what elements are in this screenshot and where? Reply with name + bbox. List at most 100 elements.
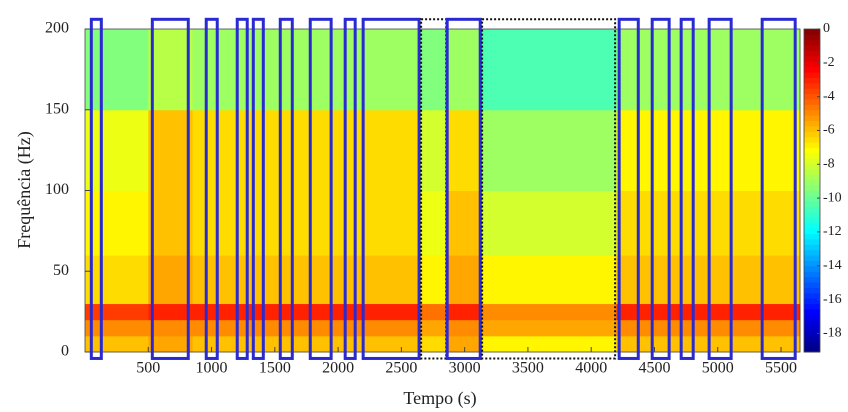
heatmap-cell — [667, 255, 801, 305]
colorbar-step — [804, 29, 820, 35]
colorbar-step — [804, 104, 820, 111]
heatmap-cell — [192, 109, 421, 191]
segment-box — [760, 17, 797, 360]
colorbar-step — [804, 109, 820, 116]
colorbar-step — [804, 249, 820, 256]
x-axis-label: Tempo (s) — [403, 388, 476, 409]
heatmap-cell — [148, 190, 194, 256]
colorbar-step — [804, 212, 820, 218]
colorbar-step — [804, 131, 820, 138]
colorbar-tick-label: -10 — [823, 190, 842, 205]
x-tick-label: 2000 — [322, 360, 354, 377]
heatmap-cell — [192, 29, 421, 111]
segment-box — [343, 17, 357, 360]
colorbar-step — [804, 82, 820, 89]
colorbar-step — [804, 61, 820, 68]
colorbar-step — [804, 34, 820, 41]
heatmap-cell — [148, 255, 194, 305]
heatmap-cell — [85, 255, 149, 305]
heatmap-cell — [616, 29, 668, 111]
y-tick-label: 150 — [45, 100, 69, 117]
colorbar-step — [804, 282, 820, 288]
heatmap-cell — [420, 335, 448, 353]
colorbar-step — [804, 179, 820, 186]
colorbar-tick-label: -14 — [823, 258, 842, 273]
heatmap-cell — [85, 190, 149, 256]
heatmap-cell — [85, 319, 149, 337]
y-tick-label: 200 — [45, 20, 69, 37]
colorbar-step — [804, 77, 820, 84]
colorbar-step — [804, 190, 820, 197]
y-tick-label: 50 — [53, 262, 69, 279]
heatmap-cell — [446, 29, 482, 111]
heatmap-cell — [481, 109, 618, 191]
colorbar-step — [804, 260, 820, 267]
colorbar-frame — [803, 28, 821, 353]
colorbar-step — [804, 335, 820, 342]
x-tick-label: 3500 — [512, 360, 544, 377]
colorbar-step — [804, 125, 820, 132]
heatmap-cell — [446, 303, 482, 321]
colorbar-step — [804, 174, 820, 181]
colorbar-step — [804, 308, 820, 315]
heatmap-cell — [616, 190, 668, 256]
segment-box — [445, 17, 482, 360]
heatmap-cell — [420, 319, 448, 337]
heatmap-cell — [420, 109, 448, 191]
heatmap-cell — [192, 255, 421, 305]
heatmap-cell — [481, 255, 618, 305]
colorbar-step — [804, 276, 820, 283]
colorbar-step — [804, 206, 820, 213]
x-tick-label: 500 — [136, 360, 160, 377]
heatmap-cell — [667, 319, 801, 337]
colorbar-tick-label: -12 — [823, 224, 842, 239]
colorbar-step — [804, 163, 820, 170]
colorbar-step — [804, 168, 820, 175]
colorbar-step — [804, 346, 820, 353]
colorbar-step — [804, 120, 820, 127]
colorbar-step — [804, 201, 820, 208]
colorbar-step — [804, 98, 820, 105]
heatmap-cell — [446, 255, 482, 305]
heatmap-cell — [446, 190, 482, 256]
colorbar-step — [804, 66, 820, 73]
heatmap-cell — [616, 109, 668, 191]
colorbar-step — [804, 222, 820, 229]
segment-box — [308, 17, 333, 360]
colorbar-step — [804, 292, 820, 299]
heatmap-cell — [148, 335, 194, 353]
heatmap-cell — [667, 303, 801, 321]
colorbar-step — [804, 228, 820, 235]
colorbar-step — [804, 341, 820, 348]
heatmap-cell — [192, 335, 421, 353]
colorbar-tick-label: -6 — [823, 123, 835, 138]
colorbar-step — [804, 50, 820, 57]
heatmap-cell — [616, 255, 668, 305]
colorbar-tick-label: -18 — [823, 326, 842, 341]
segment-box — [278, 17, 294, 360]
colorbar-step — [804, 319, 820, 326]
colorbar-step — [804, 93, 820, 100]
heatmap-cell — [192, 190, 421, 256]
heatmap-cell — [616, 335, 668, 353]
colorbar-tick-label: -4 — [823, 89, 835, 104]
colorbar-step — [804, 325, 820, 331]
colorbar-step — [804, 330, 820, 337]
heatmap-cell — [667, 335, 801, 353]
colorbar-step — [804, 244, 820, 251]
segment-box — [150, 17, 190, 360]
colorbar-step — [804, 303, 820, 310]
heatmap-cell — [481, 319, 618, 337]
heatmap-cell — [667, 29, 801, 111]
colorbar-tick-label: 0 — [823, 21, 830, 36]
colorbar-step — [804, 147, 820, 154]
heatmap-cell — [148, 319, 194, 337]
heatmap-cell — [85, 29, 149, 111]
heatmap-cell — [420, 255, 448, 305]
segment-box — [420, 18, 448, 360]
colorbar-step — [804, 238, 820, 245]
colorbar-tick-label: -8 — [823, 157, 835, 172]
colorbar-step — [804, 88, 820, 95]
segment-box — [361, 17, 421, 360]
